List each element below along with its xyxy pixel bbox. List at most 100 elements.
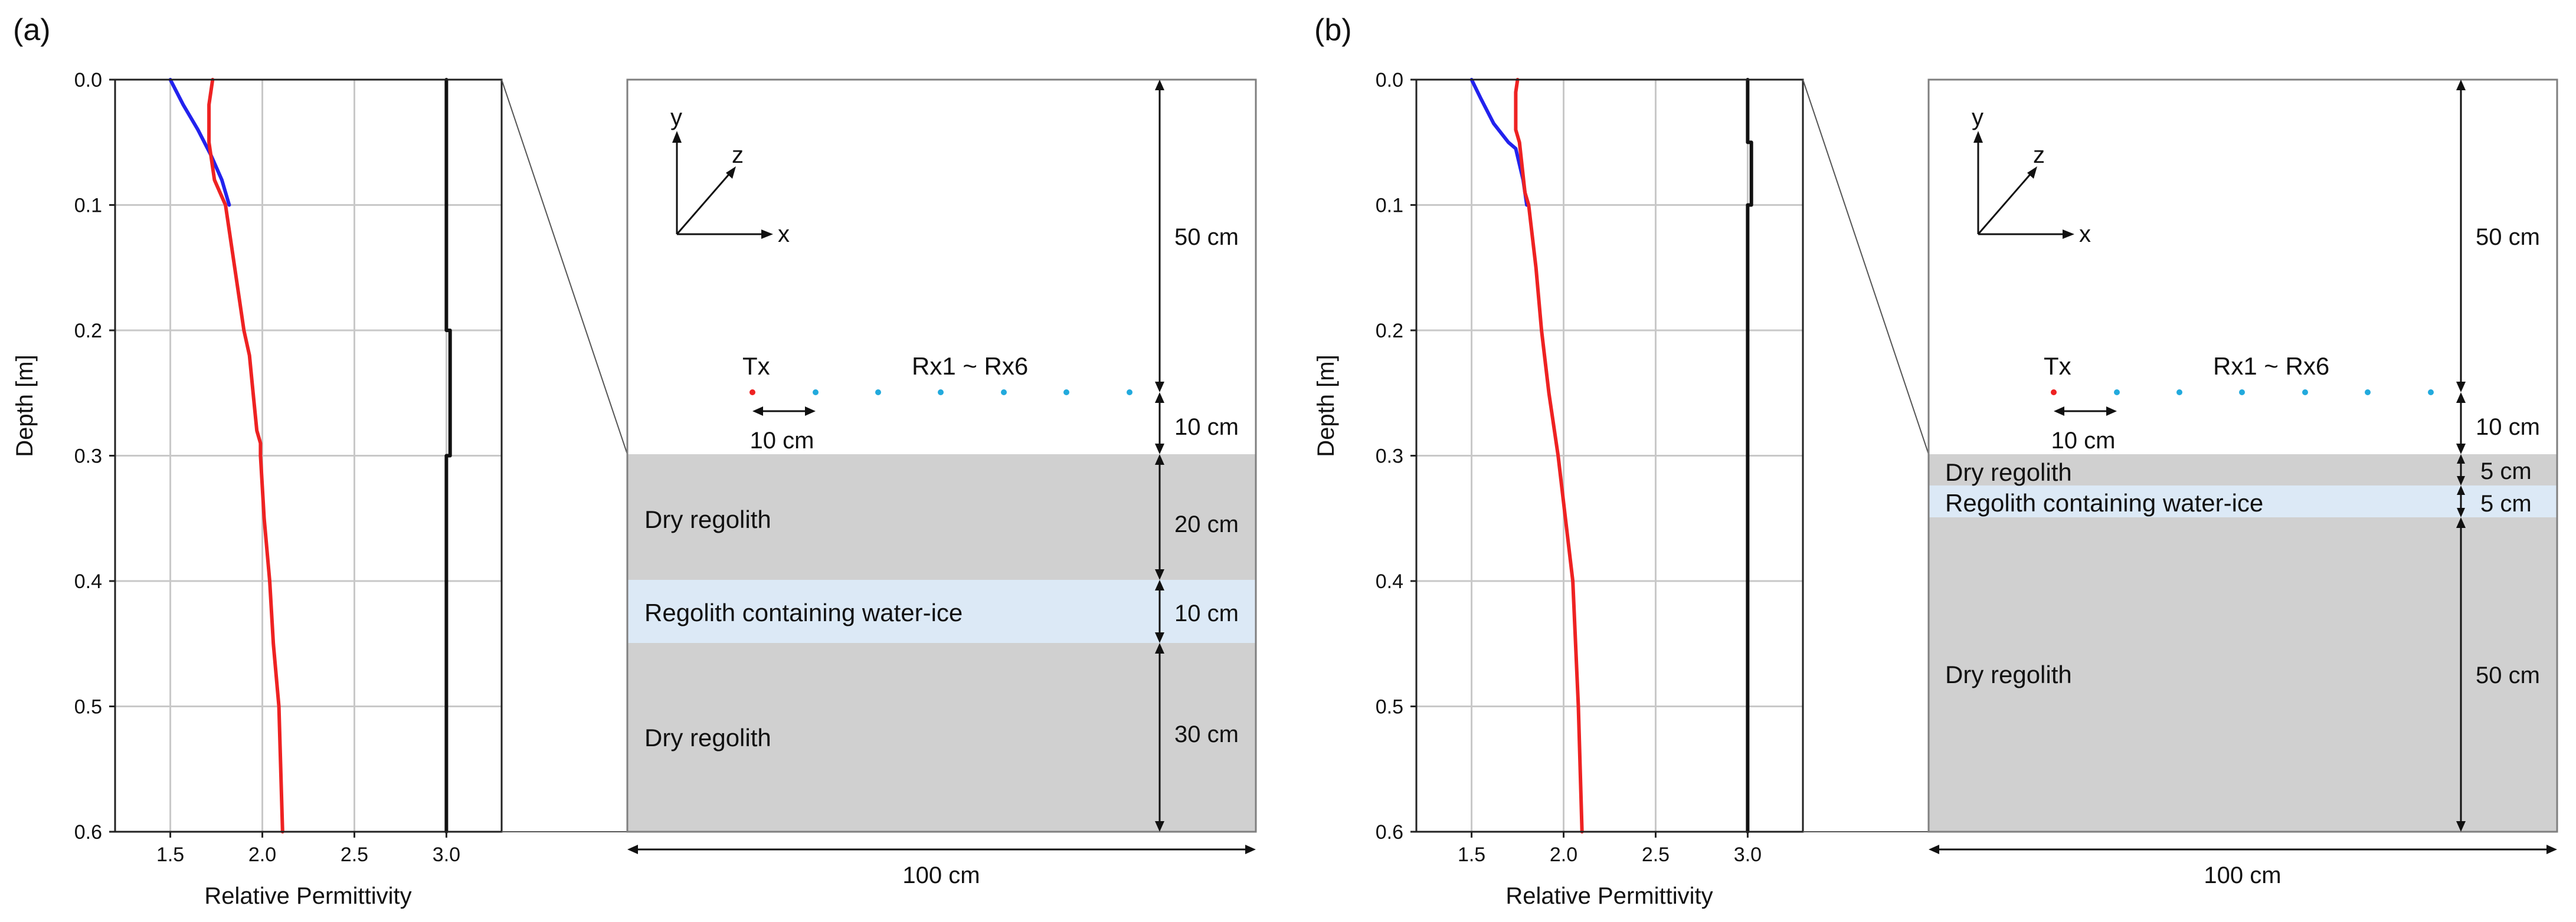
model-box-a [626, 78, 1257, 833]
dry-regolith-layer-bottom-a [627, 643, 1256, 832]
layer-label-ice-b: Regolith containing water-ice [1945, 489, 2263, 517]
layer-label-dry-bottom-b: Dry regolith [1945, 661, 2072, 688]
rx-dot-b [2365, 389, 2371, 395]
layer-label-dry-bottom-a: Dry regolith [644, 724, 771, 752]
dim-label-b-4: 5 cm [2480, 491, 2532, 517]
rx-dot-a [813, 389, 819, 395]
width-label-a: 100 cm [902, 862, 980, 888]
layer-label-dry-top-b: Dry regolith [1945, 458, 2072, 486]
layer-label-ice-a: Regolith containing water-ice [644, 599, 963, 626]
coordinate-axes-a [672, 131, 773, 239]
rx-label-a: Rx1 ~ Rx6 [912, 352, 1028, 380]
x-tick-label-a: 2.5 [341, 844, 368, 866]
width-arrow-a [627, 845, 1256, 854]
spacing-arrow-a [752, 406, 816, 416]
x-tick-label-b: 2.0 [1550, 844, 1577, 866]
y-tick-label-b: 0.4 [1376, 570, 1403, 593]
coordinate-axes-b [1973, 131, 2074, 239]
rx-dot-b [2114, 389, 2120, 395]
series-red-b [1514, 78, 1584, 834]
y-axis-title-b: Depth [m] [1313, 355, 1339, 457]
y-tick-label-b: 0.1 [1376, 195, 1403, 217]
series-black-a [444, 78, 452, 834]
y-tick-label-b: 0.3 [1376, 445, 1403, 468]
rx-dot-b [2239, 389, 2245, 395]
permittivity-plot-a: 1.5 2.0 2.5 3.0 0.0 0.1 0.2 0.3 0.4 0.5 0.6 [74, 69, 503, 866]
layer-label-dry-top-a: Dry regolith [644, 506, 771, 533]
rx-dot-b [2176, 389, 2182, 395]
y-tick-label-a: 0.0 [74, 69, 102, 91]
dim-label-b-3: 5 cm [2480, 458, 2532, 484]
dimension-arrowheads-a [1155, 80, 1164, 832]
y-tick-label-a: 0.1 [74, 195, 102, 217]
ice-layer-a [627, 580, 1256, 643]
y-tick-label-a: 0.3 [74, 445, 102, 468]
y-tick-label-b: 0.5 [1376, 696, 1403, 718]
dry-regolith-layer-bottom-b [1929, 517, 2557, 832]
rx-dot-a [1001, 389, 1007, 395]
ice-layer-b [1929, 485, 2557, 517]
panel-a-label: (a) [13, 13, 51, 47]
zoom-line-top-b [1802, 79, 1929, 455]
rx-dot-a [1127, 389, 1132, 395]
dim-label-a-5: 30 cm [1174, 721, 1239, 747]
rx-dot-a [1063, 389, 1069, 395]
dim-label-b-5: 50 cm [2476, 662, 2540, 688]
dimension-arrowheads-b [2456, 80, 2466, 832]
rx-dot-a [875, 389, 881, 395]
permittivity-plot-b: 1.5 2.0 2.5 3.0 0.0 0.1 0.2 0.3 0.4 0.5 0.6 [1376, 69, 1804, 866]
series-black-b [1746, 78, 1753, 834]
axis-letter-x-b: x [2079, 221, 2091, 247]
tx-label-b: Tx [2044, 352, 2071, 380]
dry-regolith-layer-top-a [627, 454, 1256, 580]
width-arrow-b [1929, 845, 2557, 854]
x-tick-label-b: 1.5 [1458, 844, 1485, 866]
y-tick-label-b: 0.6 [1376, 821, 1403, 844]
spacing-label-b: 10 cm [2051, 428, 2116, 454]
tx-dot-b [2051, 389, 2057, 395]
x-tick-label-a: 1.5 [156, 844, 184, 866]
dim-label-a-3: 20 cm [1174, 511, 1239, 537]
x-tick-label-a: 3.0 [433, 844, 460, 866]
y-tick-label-a: 0.2 [74, 320, 102, 342]
axis-letter-x-a: x [778, 221, 790, 247]
spacing-label-a: 10 cm [750, 428, 814, 454]
axis-letter-z-a: z [732, 142, 744, 168]
series-blue-a [168, 78, 231, 207]
y-tick-label-b: 0.2 [1376, 320, 1403, 342]
dim-label-b-2: 10 cm [2476, 414, 2540, 440]
x-tick-label-b: 2.5 [1642, 844, 1670, 866]
axis-letter-y-a: y [670, 104, 682, 130]
series-red-a [207, 78, 284, 834]
x-axis-title-a: Relative Permittivity [204, 883, 411, 909]
panel-b: (b) 1.5 2.0 2.5 3.0 0.0 0.1 0.2 0.3 0.4 0.5 0.6 Re… [1313, 13, 2558, 909]
y-tick-label-a: 0.6 [74, 821, 102, 844]
panel-b-label: (b) [1314, 13, 1352, 47]
x-axis-title-b: Relative Permittivity [1505, 883, 1713, 909]
panel-a: (a) 1.5 2.0 2.5 3.0 0.0 0.1 0.2 0.3 0.4 0.5 0.6 Re… [12, 13, 1257, 909]
dry-regolith-layer-top-b [1929, 454, 2557, 485]
model-box-b [1927, 78, 2558, 833]
rx-label-b: Rx1 ~ Rx6 [2213, 352, 2329, 380]
tx-label-a: Tx [742, 352, 770, 380]
y-tick-label-a: 0.5 [74, 696, 102, 718]
y-axis-title-a: Depth [m] [12, 355, 38, 457]
dim-label-a-4: 10 cm [1174, 601, 1239, 626]
y-tick-label-a: 0.4 [74, 570, 102, 593]
tx-dot-a [749, 389, 755, 395]
rx-dot-b [2302, 389, 2308, 395]
width-label-b: 100 cm [2204, 862, 2281, 888]
x-tick-label-a: 2.0 [248, 844, 276, 866]
spacing-arrow-b [2054, 406, 2117, 416]
rx-dot-b [2428, 389, 2434, 395]
axis-letter-y-b: y [1972, 104, 1983, 130]
dim-label-a-1: 50 cm [1174, 224, 1239, 250]
dim-label-b-1: 50 cm [2476, 224, 2540, 250]
y-tick-label-b: 0.0 [1376, 69, 1403, 91]
x-tick-label-b: 3.0 [1734, 844, 1762, 866]
dim-label-a-2: 10 cm [1174, 414, 1239, 440]
rx-dot-a [938, 389, 944, 395]
axis-letter-z-b: z [2033, 142, 2045, 168]
zoom-line-top-a [501, 79, 628, 455]
